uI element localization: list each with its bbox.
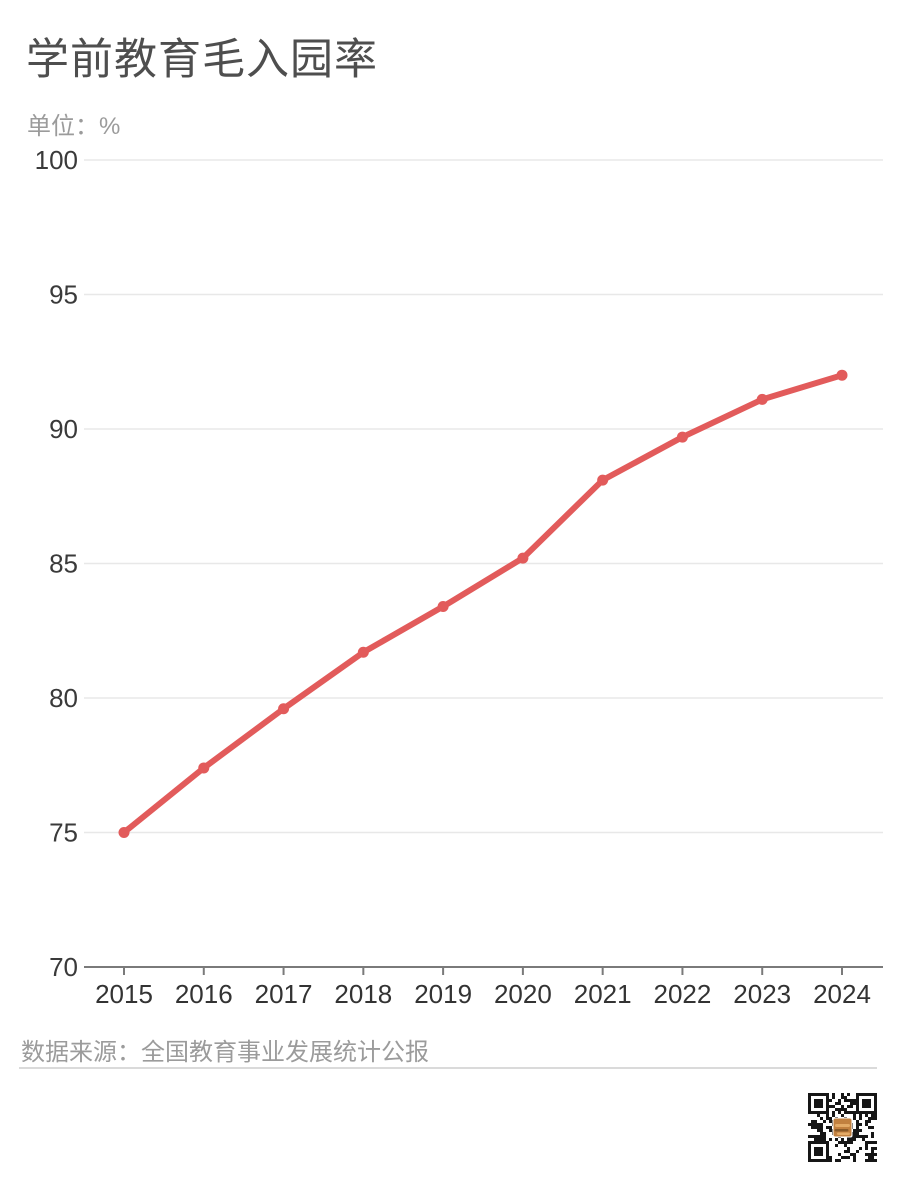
x-axis-tick-label: 2016 — [175, 979, 233, 1009]
qr-center-logo — [832, 1117, 853, 1138]
enrollment-rate-line-chart: 70 75 80 85 90 95 100 2015 2016 2017 2018 2019 2020 2… — [35, 145, 883, 1009]
data-point — [756, 393, 768, 405]
data-point — [357, 646, 369, 658]
x-axis-tick-label: 2015 — [95, 979, 153, 1009]
x-axis-tick-label: 2019 — [414, 979, 472, 1009]
data-point — [278, 703, 290, 715]
page-title: 学前教育毛入园率 — [26, 36, 378, 84]
x-axis-tick-label: 2024 — [813, 979, 871, 1009]
x-axis-tick-label: 2022 — [654, 979, 712, 1009]
data-point — [437, 601, 449, 613]
data-point — [198, 762, 210, 774]
x-axis-tick-label: 2020 — [494, 979, 552, 1009]
y-axis-tick-label: 85 — [49, 549, 78, 579]
data-point — [597, 474, 609, 486]
x-axis-tick-label: 2018 — [334, 979, 392, 1009]
footer-divider — [19, 1067, 877, 1069]
x-axis-tick-label: 2017 — [255, 979, 313, 1009]
y-axis-tick-label: 75 — [49, 818, 78, 848]
x-axis-tick-label: 2021 — [574, 979, 632, 1009]
data-point — [517, 552, 529, 564]
x-axis-tick-label: 2023 — [733, 979, 791, 1009]
qr-code-icon — [808, 1093, 877, 1162]
y-axis-tick-label: 90 — [49, 414, 78, 444]
y-axis-tick-label: 100 — [35, 145, 78, 175]
data-point — [118, 827, 130, 838]
data-line — [121, 372, 845, 836]
data-point — [676, 431, 688, 443]
y-axis-tick-label: 95 — [49, 280, 78, 310]
y-axis-tick-label: 70 — [49, 952, 78, 982]
source-note: 数据来源：全国教育事业发展统计公报 — [21, 1039, 429, 1066]
data-point — [836, 369, 848, 381]
y-axis-tick-label: 80 — [49, 683, 78, 713]
unit-label: 单位：% — [27, 113, 121, 140]
